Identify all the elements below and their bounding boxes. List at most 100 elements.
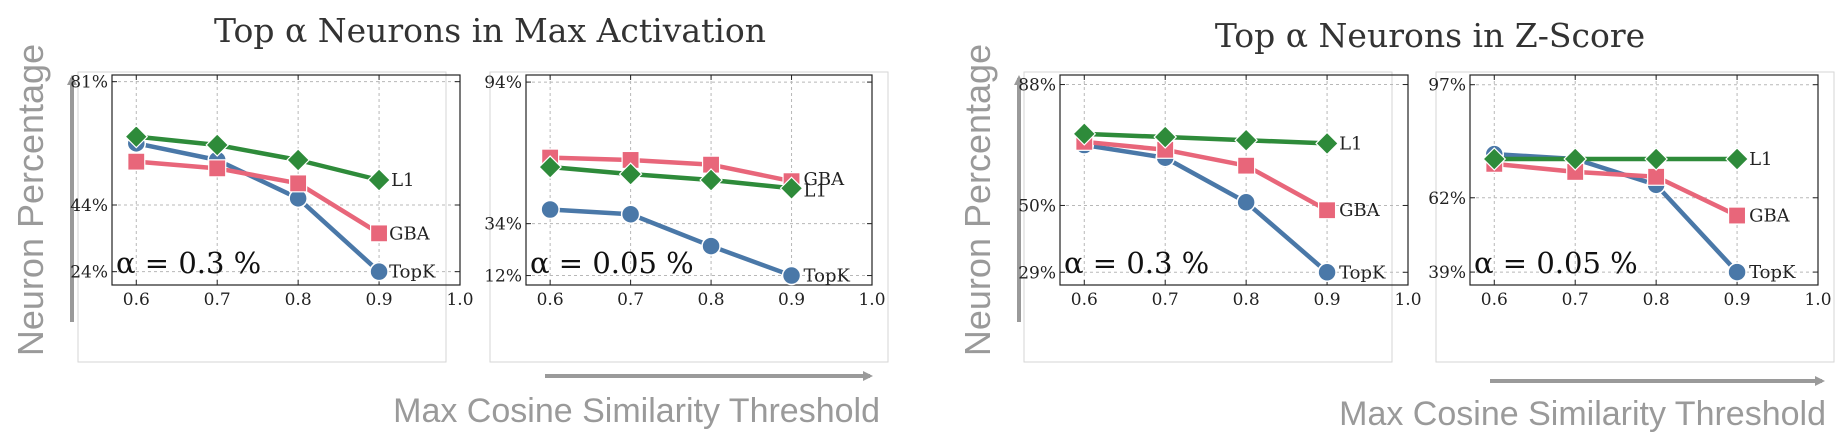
data-point-l1 — [205, 133, 230, 157]
series-line-topk — [135, 141, 381, 274]
data-point-l1 — [1563, 147, 1588, 171]
panel-border — [1023, 71, 1393, 363]
y-tick-label: 29% — [1018, 263, 1056, 283]
data-point-l1 — [124, 124, 149, 149]
alpha-annotation: α = 0.3 % — [116, 246, 261, 280]
series-line-gba — [1494, 161, 1739, 218]
series-line-gba — [550, 155, 792, 184]
y-tick-label: 12% — [484, 267, 522, 287]
x-tick-label: 0.7 — [1152, 290, 1179, 310]
y-tick-label: 39% — [1428, 263, 1466, 283]
chart-panel: 0.6 0.7 0.8 0.9 1.0 39% 62% 97% TopK GBA L1 α = 0.0… — [1428, 71, 1835, 363]
data-point-topk — [620, 204, 641, 224]
plot-frame — [1059, 74, 1409, 286]
series-label-gba: GBA — [1749, 206, 1791, 227]
alpha-annotation: α = 0.05 % — [530, 246, 694, 280]
data-point-topk — [781, 265, 802, 286]
group-title: Top α Neurons in Z-Score — [1215, 16, 1645, 55]
group-title: Top α Neurons in Max Activation — [214, 11, 766, 50]
series-label-gba: GBA — [1339, 200, 1381, 221]
series-label-topk: TopK — [1749, 262, 1796, 283]
x-tick-label: 0.6 — [1071, 290, 1098, 310]
data-point-topk — [701, 236, 721, 256]
data-point-l1 — [286, 148, 310, 172]
data-point-gba — [1317, 201, 1337, 220]
series-line-l1 — [549, 164, 792, 191]
data-point-topk — [1236, 192, 1256, 213]
data-point-l1 — [538, 155, 562, 179]
data-point-topk — [369, 261, 389, 282]
data-point-gba — [127, 152, 146, 171]
y-tick-label: 94% — [484, 73, 522, 93]
series-label-l1: L1 — [804, 180, 827, 201]
y-tick-label: 44% — [70, 196, 108, 216]
series-line-gba — [136, 159, 381, 236]
series-label-topk: TopK — [804, 266, 851, 287]
y-tick-label: 62% — [1428, 189, 1466, 209]
panel-border — [77, 71, 447, 363]
y-tick-label: 81% — [70, 73, 108, 93]
data-point-l1 — [1644, 147, 1668, 171]
x-tick-label: 0.7 — [204, 290, 231, 310]
data-point-topk — [1727, 262, 1747, 282]
y-axis-label: Neuron Percentage — [10, 44, 51, 356]
y-tick-label: 34% — [484, 215, 522, 235]
y-tick-label: 97% — [1428, 76, 1466, 96]
series-line-l1 — [1084, 131, 1328, 146]
data-point-l1 — [779, 176, 804, 201]
series-label-topk: TopK — [389, 262, 436, 283]
x-tick-label: 0.8 — [285, 290, 312, 310]
x-tick-label: 1.0 — [446, 290, 473, 310]
chart-panel: 0.6 0.7 0.8 0.9 1.0 24% 44% 81% TopK GBA L1 α = 0.3… — [70, 71, 474, 363]
data-point-l1 — [1153, 125, 1178, 149]
plot-frame — [1469, 74, 1819, 286]
x-tick-label: 0.9 — [366, 290, 393, 310]
data-point-l1 — [1482, 147, 1507, 171]
plot-frame — [111, 74, 461, 286]
data-point-l1 — [699, 168, 723, 192]
data-point-gba — [289, 174, 308, 193]
x-tick-label: 0.8 — [1233, 290, 1260, 310]
data-point-l1 — [367, 168, 391, 192]
series-line-gba — [1084, 139, 1329, 213]
x-tick-label: 0.9 — [1724, 290, 1751, 310]
alpha-annotation: α = 0.05 % — [1474, 246, 1638, 280]
data-point-gba — [369, 224, 389, 243]
x-tick-label: 0.7 — [617, 290, 644, 310]
data-point-l1 — [1315, 131, 1339, 156]
panel-border — [489, 71, 889, 363]
series-label-l1: L1 — [1749, 149, 1772, 170]
series-label-l1: L1 — [391, 170, 414, 191]
series-label-gba: GBA — [804, 169, 846, 190]
series-line-topk — [550, 207, 793, 278]
x-tick-label: 0.8 — [1643, 290, 1670, 310]
data-point-gba — [1237, 156, 1256, 175]
data-point-gba — [208, 159, 227, 178]
data-point-topk — [1317, 262, 1337, 283]
x-tick-label: 0.9 — [1314, 290, 1341, 310]
alpha-annotation: α = 0.3 % — [1064, 246, 1209, 280]
series-label-l1: L1 — [1339, 133, 1362, 154]
panel-border — [1435, 71, 1835, 363]
x-tick-label: 0.9 — [778, 290, 805, 310]
plot-frame — [525, 74, 873, 286]
y-tick-label: 24% — [70, 263, 108, 283]
chart-panel: 0.6 0.7 0.8 0.9 1.0 29% 50% 88% TopK GBA L1 α = 0.3… — [1018, 71, 1422, 363]
y-tick-label: 50% — [1018, 196, 1056, 216]
data-point-topk — [540, 199, 560, 220]
x-axis-label: Max Cosine Similarity Threshold — [393, 392, 880, 430]
x-tick-label: 0.7 — [1562, 290, 1589, 310]
y-tick-label: 88% — [1018, 76, 1056, 96]
x-tick-label: 0.6 — [123, 290, 150, 310]
x-tick-label: 1.0 — [1394, 290, 1421, 310]
x-tick-label: 0.8 — [698, 290, 725, 310]
series-label-gba: GBA — [389, 223, 431, 244]
x-axis-label: Max Cosine Similarity Threshold — [1339, 395, 1826, 433]
x-tick-label: 1.0 — [1804, 290, 1831, 310]
y-axis-label: Neuron Percentage — [957, 44, 998, 356]
data-point-l1 — [1234, 128, 1258, 153]
data-point-l1 — [1725, 147, 1749, 171]
series-label-topk: TopK — [1339, 262, 1386, 283]
